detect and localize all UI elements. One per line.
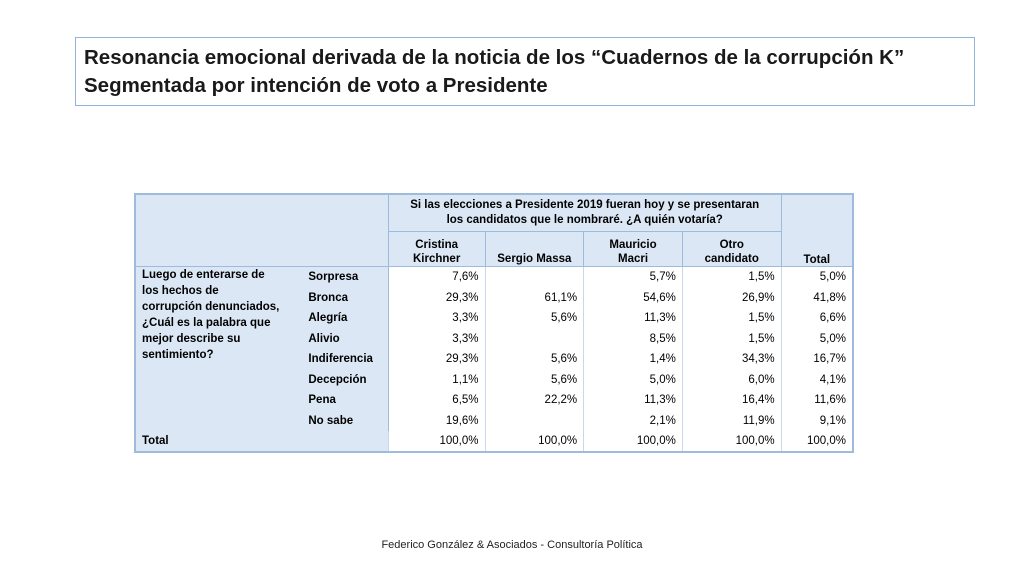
- slide-footer: Federico González & Asociados - Consulto…: [381, 539, 643, 551]
- table-cell: 3,3%: [387, 308, 486, 329]
- row-label: Decepción: [302, 369, 389, 390]
- table-row: Indiferencia 29,3% 5,6% 1,4% 34,3% 16,7%: [135, 349, 854, 370]
- table-cell: 3,3%: [387, 328, 486, 349]
- table-cell: 9,1%: [780, 410, 854, 431]
- table-cell: 5,6%: [484, 308, 585, 329]
- table-cell: [484, 410, 585, 431]
- table-cell: 1,5%: [681, 328, 782, 349]
- row-label: Sorpresa: [302, 266, 389, 288]
- table-cell: 1,1%: [387, 369, 486, 390]
- table-cell: 26,9%: [681, 287, 782, 308]
- table-cell: 5,6%: [484, 349, 585, 370]
- row-label: Bronca: [302, 287, 389, 308]
- crosstab-table: Si las elecciones a Presidente 2019 fuer…: [134, 193, 854, 453]
- table-cell: 6,6%: [780, 308, 854, 329]
- column-header-massa: Sergio Massa: [484, 231, 585, 267]
- row-label: Indiferencia: [302, 349, 389, 370]
- row-question-label: Luego de enterarse de los hechos de corr…: [134, 266, 303, 431]
- table-cell: 100,0%: [583, 431, 683, 453]
- table-row: No sabe 19,6% 2,1% 11,9% 9,1%: [135, 410, 854, 431]
- total-row-label: Total: [134, 431, 389, 453]
- column-header-otro: Otro candidato: [681, 231, 782, 267]
- row-label: Pena: [302, 390, 389, 411]
- table-cell: 100,0%: [387, 431, 486, 453]
- table-row: Pena 6,5% 22,2% 11,3% 16,4% 11,6%: [135, 390, 854, 411]
- table-cell: 16,4%: [681, 390, 782, 411]
- table-cell: 5,0%: [780, 266, 854, 288]
- table-row: Alivio 3,3% 8,5% 1,5% 5,0%: [135, 328, 854, 349]
- column-header-macri: Mauricio Macri: [583, 231, 683, 267]
- total-row: Total 100,0% 100,0% 100,0% 100,0% 100,0%: [134, 431, 854, 453]
- table-cell: 100,0%: [484, 431, 585, 453]
- row-label: No sabe: [302, 410, 389, 431]
- table-cell: 29,3%: [387, 349, 486, 370]
- table-cell: 61,1%: [484, 287, 585, 308]
- table-cell: 1,5%: [681, 266, 782, 288]
- table-cell: 6,5%: [387, 390, 486, 411]
- table-cell: 5,7%: [583, 266, 683, 288]
- table-cell: 41,8%: [780, 287, 854, 308]
- row-label: Alivio: [302, 328, 389, 349]
- table-cell: 11,6%: [780, 390, 854, 411]
- table-cell: 29,3%: [387, 287, 486, 308]
- slide-title-box: Resonancia emocional derivada de la noti…: [75, 37, 975, 106]
- column-header-kirchner: Cristina Kirchner: [387, 231, 486, 267]
- total-column-header: Total: [780, 193, 854, 267]
- table-cell: 34,3%: [681, 349, 782, 370]
- table-cell: 5,0%: [583, 369, 683, 390]
- table-cell: [484, 328, 585, 349]
- table-row: Bronca 29,3% 61,1% 54,6% 26,9% 41,8%: [135, 287, 854, 308]
- table-cell: 11,9%: [681, 410, 782, 431]
- slide-title-line-2: Segmentada por intención de voto a Presi…: [84, 74, 548, 97]
- table-cell: 7,6%: [387, 266, 486, 288]
- table-cell: 100,0%: [681, 431, 782, 453]
- table-row: Luego de enterarse de los hechos de corr…: [134, 266, 854, 431]
- table-row: Alegría 3,3% 5,6% 11,3% 1,5% 6,6%: [135, 308, 854, 329]
- header-corner: [134, 193, 389, 267]
- table-cell: 6,0%: [681, 369, 782, 390]
- column-question-header: Si las elecciones a Presidente 2019 fuer…: [387, 193, 782, 232]
- table-cell: 1,4%: [583, 349, 683, 370]
- table-cell: 8,5%: [583, 328, 683, 349]
- slide-title-line-1: Resonancia emocional derivada de la noti…: [84, 46, 905, 69]
- table-cell: 22,2%: [484, 390, 585, 411]
- row-label: Alegría: [302, 308, 389, 329]
- table-cell: 5,6%: [484, 369, 585, 390]
- table-cell: 54,6%: [583, 287, 683, 308]
- table-cell: 11,3%: [583, 308, 683, 329]
- table-cell: 100,0%: [780, 431, 854, 453]
- table-cell: 16,7%: [780, 349, 854, 370]
- table-cell: 5,0%: [780, 328, 854, 349]
- table-cell: [484, 266, 585, 288]
- table-cell: 2,1%: [583, 410, 683, 431]
- column-question-line-2: los candidatos que le nombraré. ¿A quién…: [446, 214, 723, 226]
- table-row: Decepción 1,1% 5,6% 5,0% 6,0% 4,1%: [135, 369, 854, 390]
- table-cell: 11,3%: [583, 390, 683, 411]
- table-cell: 1,5%: [681, 308, 782, 329]
- column-question-line-1: Si las elecciones a Presidente 2019 fuer…: [410, 199, 760, 211]
- table-cell: 19,6%: [387, 410, 486, 431]
- table-cell: 4,1%: [780, 369, 854, 390]
